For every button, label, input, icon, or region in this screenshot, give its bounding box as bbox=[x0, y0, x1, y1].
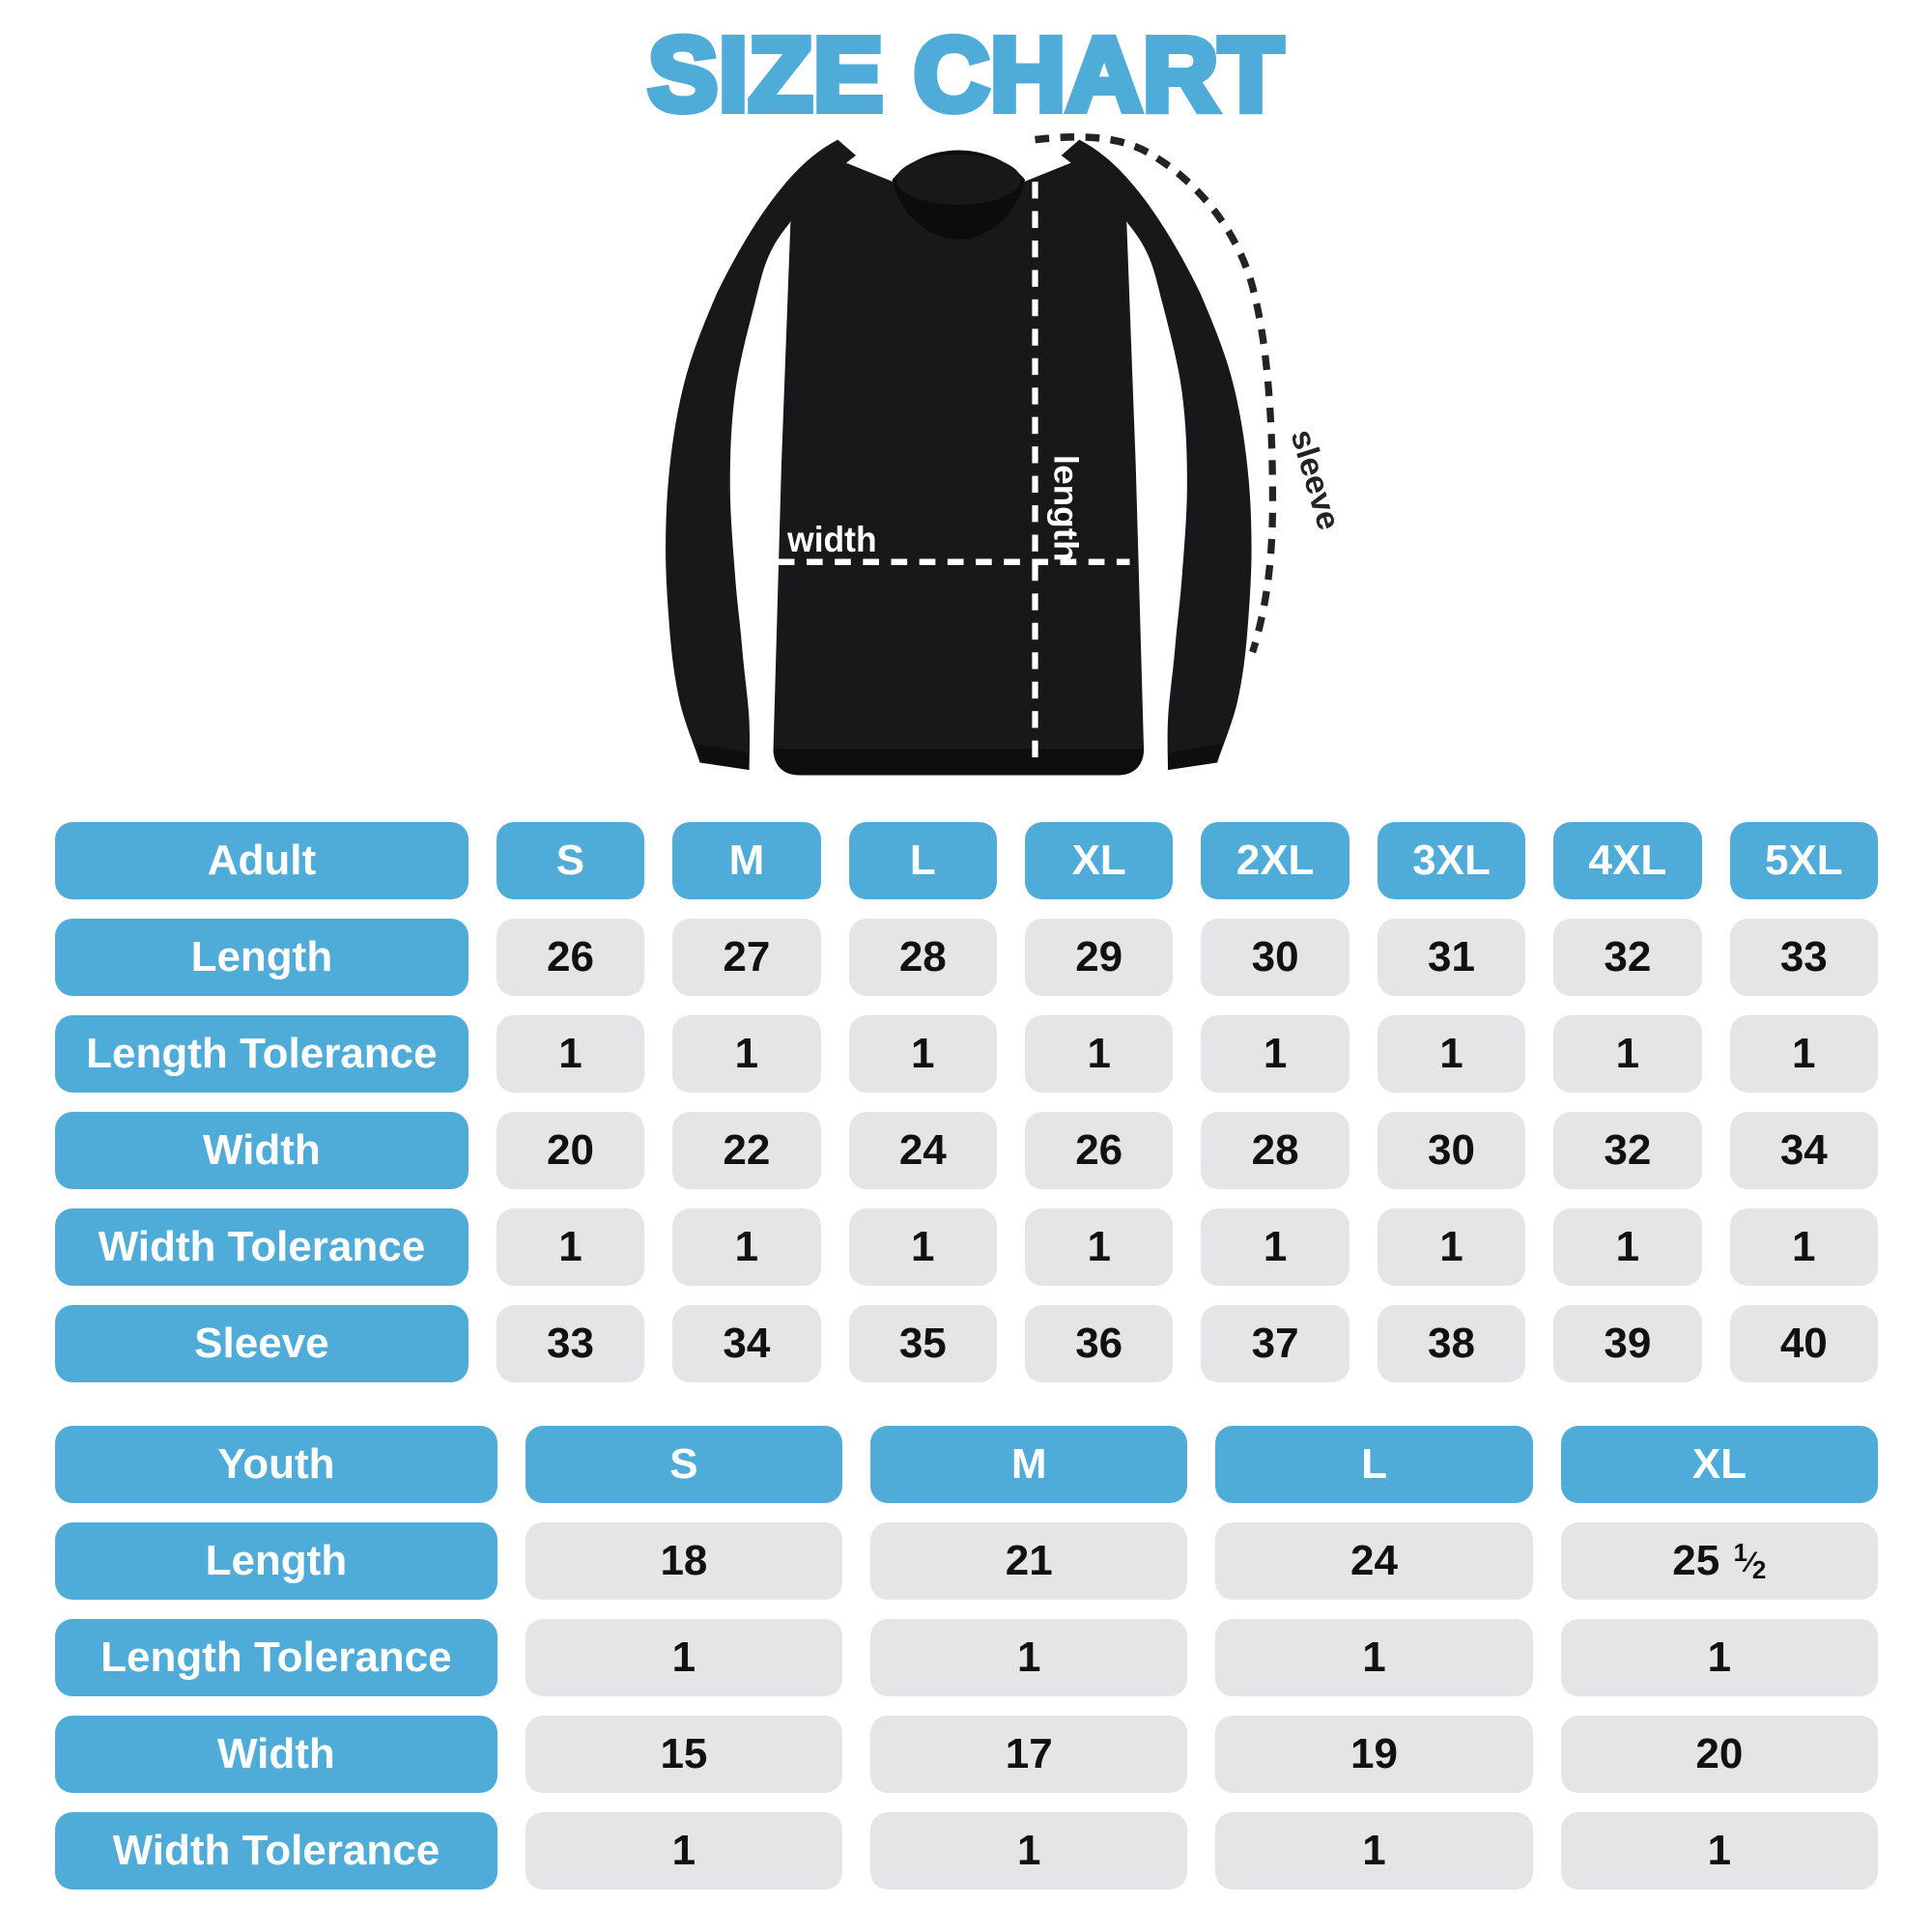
svg-text:length: length bbox=[1046, 455, 1085, 562]
svg-text:sleeve: sleeve bbox=[1284, 425, 1347, 534]
svg-text:width: width bbox=[786, 519, 876, 559]
